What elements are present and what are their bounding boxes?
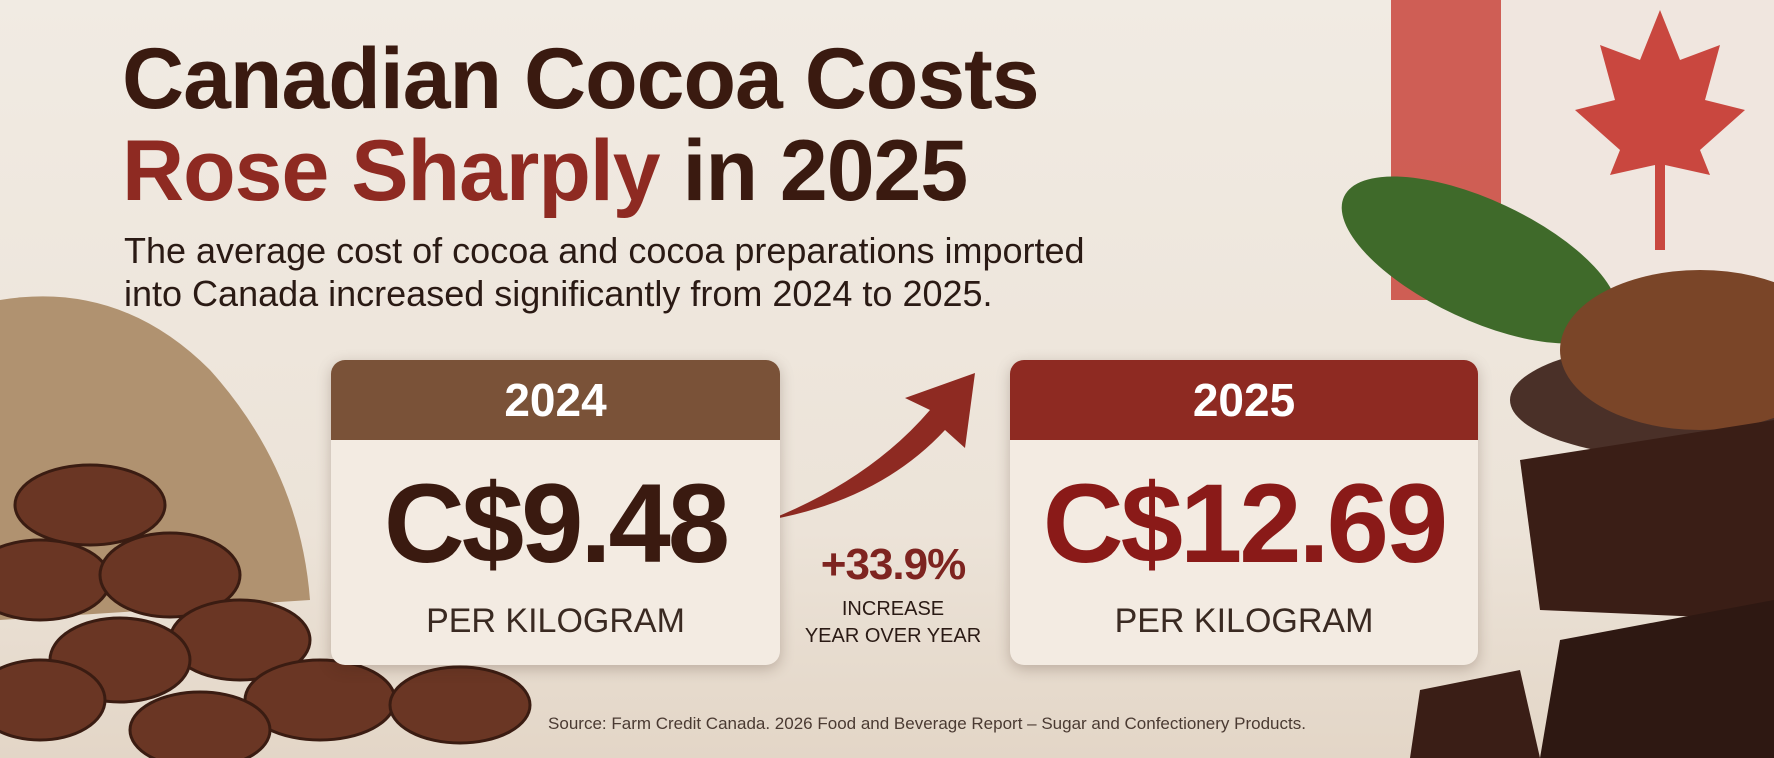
title: Canadian Cocoa Costs: [122, 31, 1040, 127]
card-unit: PER KILOGRAM: [1114, 602, 1374, 640]
title: Rose Sharply in 2025: [122, 128, 968, 214]
card-price: C$9.48: [383, 461, 730, 586]
change-label-2: YEAR OVER YEAR: [804, 625, 982, 647]
card: 2024 C$9.48 PER KILOGRAM: [331, 360, 780, 665]
card-unit: PER KILOGRAM: [426, 602, 685, 640]
title-rest: in 2025: [682, 123, 969, 219]
card-year: 2025: [1010, 360, 1478, 440]
subtitle: into Canada increased significantly from…: [124, 273, 993, 314]
change: +33.9% INCREASE YEAR OVER YEAR: [800, 540, 986, 650]
change-value: +33.9%: [820, 540, 966, 589]
title-highlight: Rose Sharply: [122, 123, 661, 219]
change-label-1: INCREASE: [841, 598, 945, 620]
card-year: 2024: [331, 360, 780, 440]
change-label: INCREASE YEAR OVER YEAR: [800, 596, 986, 650]
subtitle: The average cost of cocoa and cocoa prep…: [124, 230, 1085, 271]
card-price: C$12.69: [1042, 461, 1448, 586]
source: Source: Farm Credit Canada. 2026 Food an…: [548, 714, 1306, 733]
card: 2025 C$12.69 PER KILOGRAM: [1010, 360, 1478, 665]
